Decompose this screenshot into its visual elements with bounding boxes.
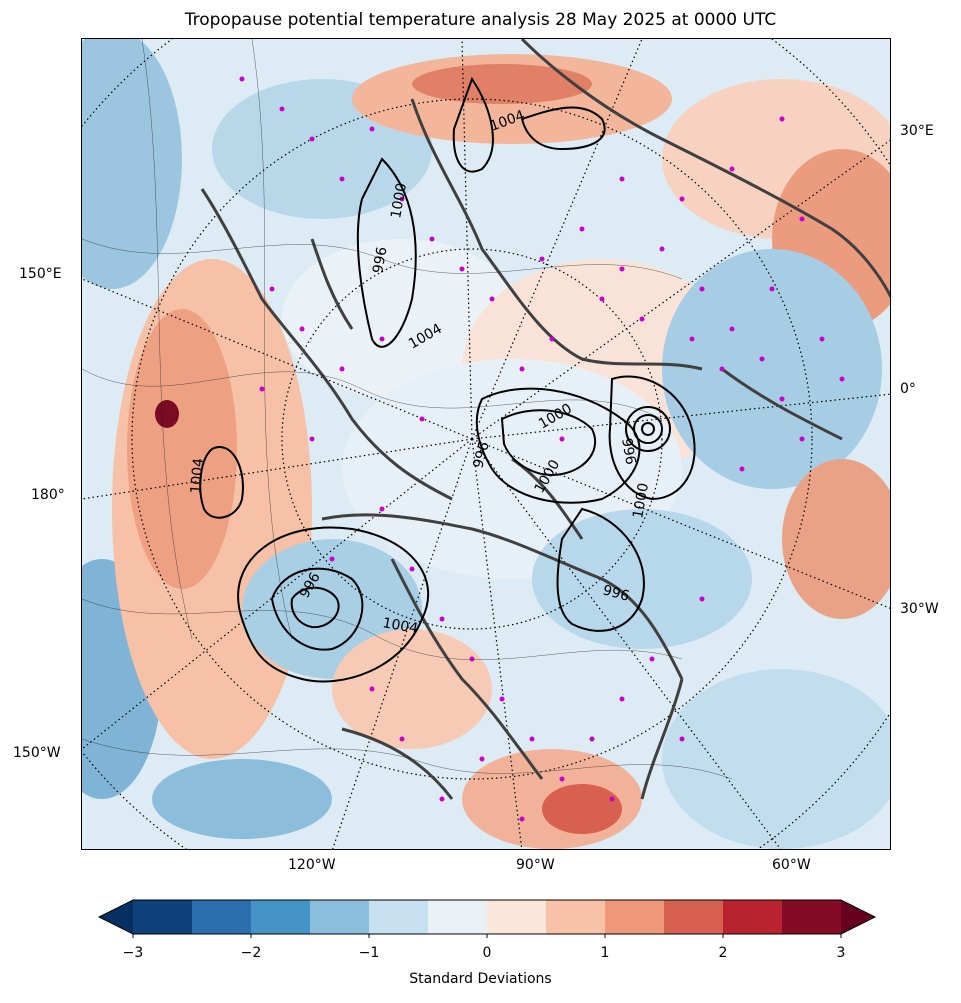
map-svg: 1004 996 1000 996 1000 1004 1000 996 100… (82, 39, 890, 849)
colorbar-segment (133, 900, 193, 934)
colorbar-segment (369, 900, 429, 934)
lon-label-90w: 90°W (516, 857, 555, 873)
lat-label-30w: 30°W (900, 601, 939, 617)
colorbar-segment (428, 900, 488, 934)
colorbar-ticks (132, 934, 842, 938)
colorbar-segment (192, 900, 252, 934)
colorbar-tick-label: 1 (600, 945, 610, 961)
map-panel: 1004 996 1000 996 1000 1004 1000 996 100… (81, 38, 891, 850)
colorbar-extend-high (841, 900, 875, 934)
colorbar-segment (605, 900, 665, 934)
lat-label-150w: 150°W (13, 745, 61, 761)
colorbar-tick-label: 3 (836, 945, 846, 961)
colorbar-segment (546, 900, 606, 934)
colorbar-extend-low (99, 900, 133, 934)
lat-label-0: 0° (900, 381, 916, 397)
colorbar (97, 899, 877, 938)
graticule (82, 39, 890, 849)
colorbar-tick-label: −1 (358, 945, 380, 961)
lon-label-60w: 60°W (772, 857, 811, 873)
isobar-label: 1000 (630, 482, 652, 520)
colorbar-segment (487, 900, 547, 934)
chart-title: Tropopause potential temperature analysi… (184, 10, 777, 30)
isobar-label: 1000 (388, 182, 410, 220)
colorbar-tick-label: 2 (718, 945, 728, 961)
isobar-label: 996 (601, 582, 631, 604)
colorbar-segment (782, 900, 842, 934)
isobar-label: 1004 (188, 457, 207, 494)
lon-label-120w: 120°W (288, 857, 336, 873)
lat-label-180: 180° (31, 487, 65, 503)
colorbar-tick-label: −2 (240, 945, 262, 961)
coastlines (200, 39, 890, 800)
isobar-label: 996 (370, 246, 390, 275)
isobar-label: 1004 (381, 615, 419, 637)
isobar-label: 996 (470, 440, 492, 470)
colorbar-segments (99, 900, 875, 934)
lat-label-150e: 150°E (19, 266, 62, 282)
colorbar-segment (723, 900, 783, 934)
lat-label-30e: 30°E (900, 123, 934, 139)
colorbar-segment (310, 900, 370, 934)
colorbar-tick-label: −3 (122, 945, 144, 961)
isobar-label: 996 (618, 437, 638, 466)
theta-contours (82, 39, 733, 780)
colorbar-tick-label: 0 (482, 945, 492, 961)
station-markers (239, 76, 845, 822)
colorbar-segment (664, 900, 724, 934)
colorbar-segment (251, 900, 311, 934)
isobars (199, 76, 696, 683)
colorbar-title: Standard Deviations (409, 971, 552, 987)
